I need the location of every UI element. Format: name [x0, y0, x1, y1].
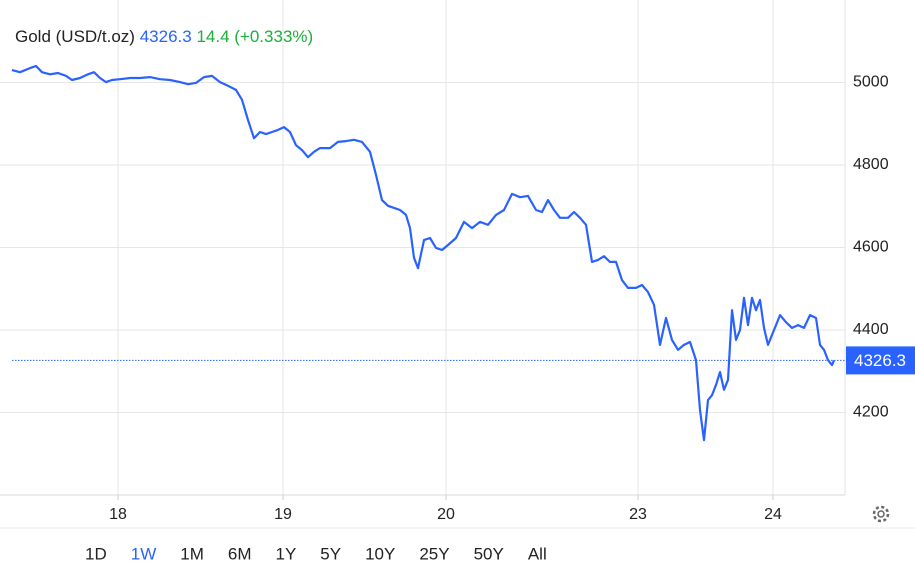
settings-icon[interactable] [872, 505, 890, 523]
price: 4326.3 [140, 27, 192, 46]
range-button[interactable]: 1M [180, 544, 204, 563]
header: Gold (USD/t.oz) 4326.3 14.4 (+0.333%) [15, 27, 313, 46]
gear [872, 505, 890, 523]
y-tick-label: 4200 [853, 404, 889, 421]
y-tick-label: 4600 [853, 239, 889, 256]
price-line [11, 64, 836, 442]
x-tick-label: 18 [109, 506, 127, 523]
range-button[interactable]: 1Y [275, 544, 296, 563]
title: Gold (USD/t.oz) [15, 27, 135, 46]
y-tick-label: 4800 [853, 156, 889, 173]
y-tick-label: 5000 [853, 74, 889, 91]
x-tick-label: 23 [629, 506, 647, 523]
range-button[interactable]: 1D [85, 544, 107, 563]
x-tick-label: 24 [764, 506, 782, 523]
change: 14.4 (+0.333%) [196, 27, 313, 46]
last-price-badge [846, 346, 915, 375]
range-button[interactable]: 50Y [474, 544, 504, 563]
range-button[interactable]: 5Y [320, 544, 341, 563]
x-tick-label: 19 [274, 506, 292, 523]
range-button[interactable]: 6M [228, 544, 252, 563]
range-button[interactable]: 25Y [419, 544, 449, 563]
last-price-label: 4326.3 [854, 351, 906, 370]
range-button[interactable]: 1W [131, 544, 157, 563]
y-tick-label: 4400 [853, 321, 889, 338]
range-button[interactable]: All [528, 544, 547, 563]
gear-hub [877, 510, 885, 518]
range-button[interactable]: 10Y [365, 544, 395, 563]
x-tick-label: 20 [437, 506, 455, 523]
